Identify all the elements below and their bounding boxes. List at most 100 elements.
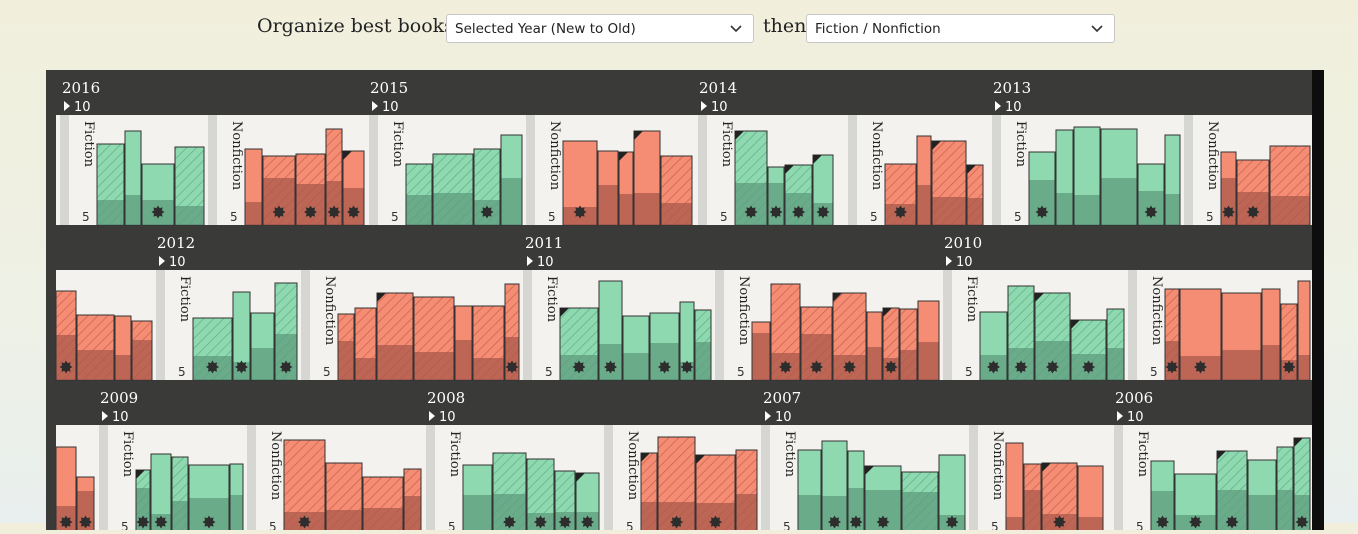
book-lower-band: [619, 194, 633, 225]
year-count: 10: [74, 100, 91, 115]
corner-flag-icon: [967, 165, 976, 174]
corner-flag-icon: [833, 293, 842, 302]
section-divider: [848, 115, 857, 225]
award-seal-icon: [604, 360, 617, 374]
scale-mark: 5: [991, 520, 999, 530]
award-seal-icon: [558, 515, 572, 529]
award-seal-icon: [1295, 515, 1309, 529]
award-seal-icon: [505, 360, 519, 374]
scale-mark: 5: [626, 520, 634, 530]
year-count: 10: [711, 100, 728, 115]
fiction-label: Fiction: [719, 121, 734, 168]
section-divider: [1128, 270, 1137, 380]
scale-mark: 5: [870, 210, 878, 224]
scale-mark: 5: [720, 210, 728, 224]
book-lower-band: [77, 350, 114, 380]
book-lower-band: [1277, 490, 1293, 534]
year-count: 10: [169, 255, 186, 270]
scale-mark: 5: [548, 210, 556, 224]
book-lower-band: [641, 502, 657, 534]
award-seal-icon: [1282, 360, 1296, 374]
award-seal-icon: [1222, 205, 1235, 219]
award-seal-icon: [945, 515, 959, 529]
year-count: 10: [775, 410, 792, 425]
section-divider: [99, 425, 108, 534]
book-lower-band: [932, 197, 966, 225]
section-divider: [1184, 115, 1193, 225]
section-divider: [715, 270, 724, 380]
book-lower-band: [404, 496, 421, 534]
award-seal-icon: [59, 515, 73, 529]
section-divider: [698, 115, 707, 225]
book-lower-band: [918, 342, 939, 380]
year-label: 2008: [427, 389, 465, 407]
book-lower-band: [175, 206, 204, 225]
award-seal-icon: [235, 360, 248, 374]
year-count: 10: [1005, 100, 1022, 115]
award-seal-icon: [1014, 360, 1028, 374]
play-triangle-icon: [429, 411, 435, 421]
book-lower-band: [867, 347, 882, 380]
organize-toolbar: Organize best books by Selected Year (Ne…: [0, 0, 1358, 60]
fiction-label: Fiction: [1135, 431, 1150, 478]
corner-flag-icon: [619, 152, 628, 161]
award-seal-icon: [572, 360, 586, 374]
play-triangle-icon: [1117, 411, 1123, 421]
corner-flag-icon: [343, 151, 352, 160]
award-seal-icon: [658, 360, 671, 374]
bookshelf-canvas: 2016 10 2015 10 2014 10 2013 10 Fiction 5 Nonficti…: [55, 79, 1314, 534]
book-lower-band: [1074, 195, 1100, 225]
award-seal-icon: [1246, 205, 1260, 219]
chevron-down-icon: [730, 25, 742, 33]
year-label: 2009: [100, 389, 138, 407]
award-seal-icon: [304, 205, 317, 219]
scale-mark: 5: [545, 365, 553, 379]
play-triangle-icon: [372, 101, 378, 111]
play-triangle-icon: [64, 101, 70, 111]
year-count: 10: [537, 255, 554, 270]
book-lower-band: [917, 185, 931, 225]
award-seal-icon: [769, 205, 783, 219]
award-seal-icon: [1194, 360, 1207, 374]
book-lower-band: [1222, 350, 1261, 380]
corner-flag-icon: [1217, 451, 1226, 460]
book-lower-band: [661, 203, 692, 225]
book-lower-band: [1006, 517, 1023, 534]
section-divider: [992, 115, 1001, 225]
play-triangle-icon: [995, 101, 1001, 111]
award-seal-icon: [1082, 360, 1095, 374]
secondary-sort-select[interactable]: Fiction / Nonfiction: [806, 14, 1115, 43]
section-divider: [369, 115, 378, 225]
primary-sort-value: Selected Year (New to Old): [455, 21, 636, 37]
book-lower-band: [377, 345, 413, 380]
fiction-label: Fiction: [120, 431, 135, 478]
primary-sort-select[interactable]: Selected Year (New to Old): [446, 14, 754, 43]
chevron-down-icon: [1091, 25, 1103, 33]
nonfiction-label: Nonfiction: [625, 431, 640, 501]
award-seal-icon: [327, 205, 341, 219]
nonfiction-label: Nonfiction: [1205, 121, 1220, 191]
nonfiction-label: Nonfiction: [322, 276, 337, 346]
award-seal-icon: [202, 515, 216, 529]
fiction-label: Fiction: [782, 431, 797, 478]
scale-mark: 5: [121, 520, 129, 530]
corner-flag-icon: [1071, 320, 1080, 329]
book-lower-band: [463, 495, 492, 534]
section-divider: [523, 270, 532, 380]
organize-label: Organize best books by: [257, 15, 483, 37]
award-seal-icon: [79, 515, 92, 529]
section-divider: [526, 115, 535, 225]
book-lower-band: [245, 202, 262, 225]
corner-flag-icon: [1042, 463, 1051, 472]
award-seal-icon: [987, 360, 1000, 374]
book-lower-band: [1262, 345, 1280, 380]
award-seal-icon: [279, 360, 293, 374]
book-lower-band: [338, 341, 354, 380]
book-lower-band: [1056, 193, 1073, 225]
fiction-label: Fiction: [390, 121, 405, 168]
play-triangle-icon: [159, 256, 165, 266]
play-triangle-icon: [527, 256, 533, 266]
award-seal-icon: [894, 205, 907, 219]
section-divider: [943, 270, 952, 380]
play-triangle-icon: [946, 256, 952, 266]
